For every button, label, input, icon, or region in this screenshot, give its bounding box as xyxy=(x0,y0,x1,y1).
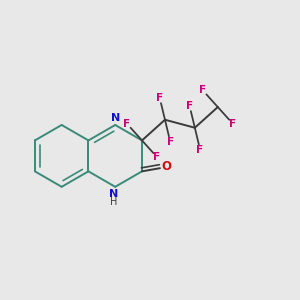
Text: F: F xyxy=(167,136,174,146)
Text: F: F xyxy=(229,119,236,129)
Text: N: N xyxy=(109,190,119,200)
Text: F: F xyxy=(156,93,163,103)
Text: F: F xyxy=(199,85,206,95)
Text: F: F xyxy=(186,101,193,111)
Text: N: N xyxy=(111,113,120,124)
Text: F: F xyxy=(153,152,161,162)
Text: H: H xyxy=(110,197,117,207)
Text: O: O xyxy=(162,160,172,173)
Text: F: F xyxy=(196,145,204,154)
Text: F: F xyxy=(124,119,130,129)
